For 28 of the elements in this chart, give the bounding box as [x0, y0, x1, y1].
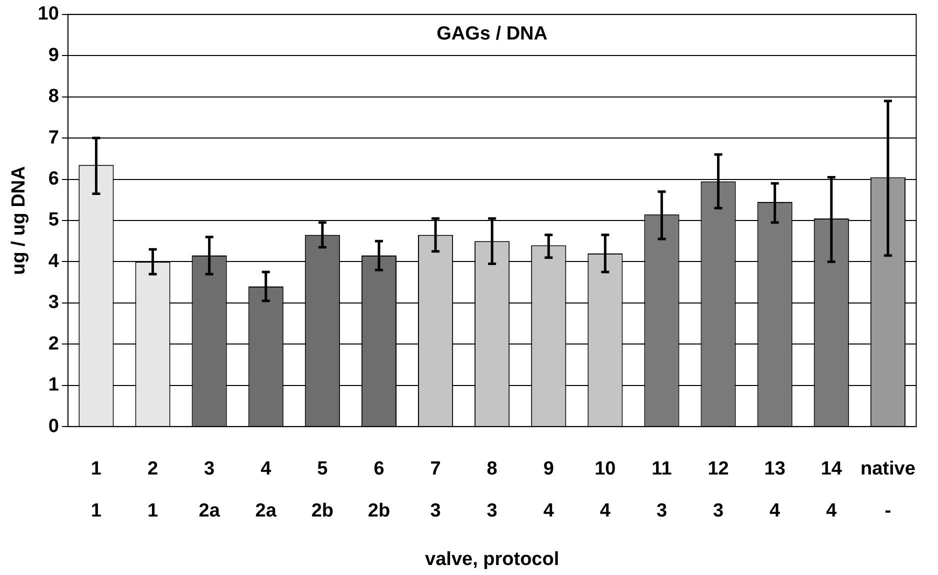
- y-tick-label: 8: [48, 86, 59, 108]
- y-axis-title: ug / ug DNA: [8, 166, 30, 275]
- y-tick-label: 1: [48, 374, 60, 396]
- x-tick-label: 2 1: [147, 458, 158, 522]
- y-tick-label: 7: [48, 127, 59, 148]
- x-tick-label: 14 4: [820, 458, 842, 522]
- x-tick-label: 12 3: [708, 458, 729, 522]
- y-tick-label: 10: [38, 4, 59, 25]
- y-tick-label: 6: [48, 168, 59, 190]
- x-tick-label: 6 2b: [368, 458, 390, 522]
- y-tick-label: 0: [48, 416, 59, 437]
- x-tick-label: 9 4: [543, 458, 554, 522]
- y-tick-label: 3: [48, 292, 59, 314]
- x-tick-label: 8 3: [486, 458, 498, 522]
- x-tick-label: 4 2a: [255, 458, 277, 522]
- y-tick-label: 5: [48, 210, 60, 231]
- x-tick-label: 10 4: [594, 458, 616, 522]
- x-axis-title: valve, protocol: [425, 548, 560, 570]
- text: GAGs / DNA: [436, 24, 548, 45]
- y-tick-label: 9: [48, 44, 59, 66]
- y-tick-label: 2: [48, 333, 59, 354]
- y-tick-label: 4: [48, 250, 60, 272]
- x-tick-label: 3 2a: [198, 458, 220, 522]
- x-tick-label: 5 2b: [311, 458, 334, 522]
- x-tick-label: 11 3: [652, 458, 672, 522]
- x-tick-label: 1 1: [90, 458, 102, 522]
- x-tick-label: 13 4: [764, 458, 786, 522]
- x-tick-label: native -: [860, 458, 916, 522]
